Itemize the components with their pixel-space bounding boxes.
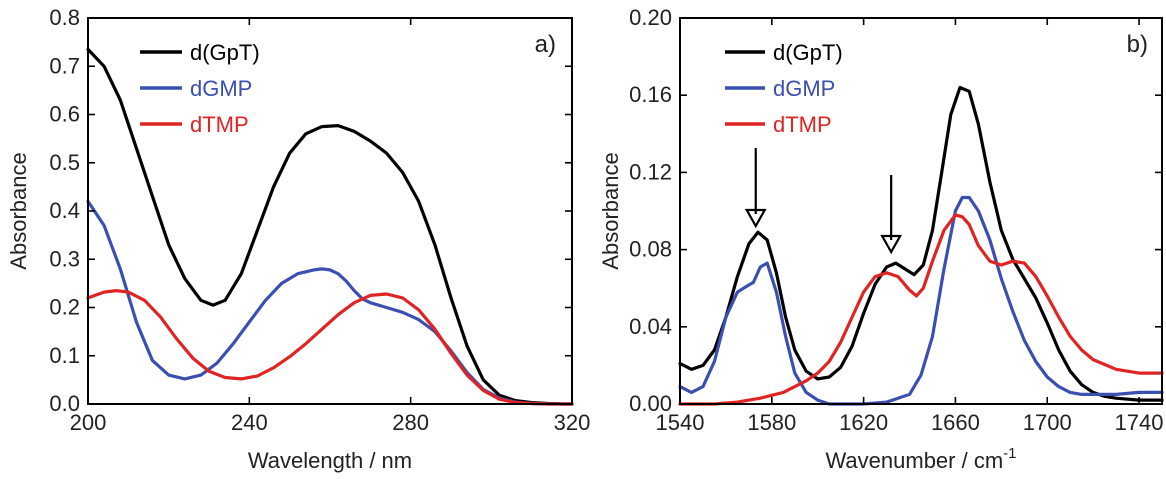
legend-label: d(GpT) [190,40,260,65]
panel-a: 200 240 280 320 0.0 0.1 0.2 0.3 0.4 0.5 0.6 0.7 0.8 W… [6,5,590,473]
y-tick-label: 0.12 [629,159,672,184]
y-tick-label: 0.5 [49,150,80,175]
series-line-dtmp [86,289,574,406]
y-tick-label: 0.7 [49,53,80,78]
plot-frame [679,17,1163,405]
x-axis-label-text: Wavenumber / cm [825,448,1003,473]
y-axis-label: Absorbance [598,152,623,269]
y-tick-label: 0.04 [629,314,672,339]
plot-frame [87,17,573,405]
x-tick-label: 1700 [1023,410,1072,435]
x-tick-label: 1740 [1115,410,1164,435]
y-tick-label: 0.3 [49,246,80,271]
y-tick-label: 0.00 [629,391,672,416]
x-axis-label: Wavelength / nm [248,448,412,473]
legend-label: dGMP [190,76,252,101]
series-line-dgmp [678,195,1164,406]
panel-label: b) [1127,31,1148,58]
series-line-dgmp [86,199,574,406]
legend-label: d(GpT) [773,40,843,65]
panel-b: 1540 1580 1620 1660 1700 1740 0.00 0.04 0.08 0.12… [598,5,1164,473]
series-line-d-gpt- [678,85,1164,402]
annotation-arrow-head [880,234,903,255]
y-axis-label: Absorbance [6,152,31,269]
x-tick-label: 320 [554,410,591,435]
y-tick-label: 0.0 [49,391,80,416]
panel-label: a) [535,31,556,58]
x-axis-label-text: Wavelength / nm [248,448,412,473]
x-tick-label: 240 [231,410,268,435]
x-axis-label: Wavenumber / cm-1 [825,445,1016,473]
legend-label: dTMP [190,112,249,137]
x-axis-label-superscript: -1 [1003,445,1016,462]
series-line-d-gpt- [86,47,574,406]
y-tick-label: 0.08 [629,237,672,262]
y-tick-label: 0.2 [49,295,80,320]
x-tick-label: 1620 [839,410,888,435]
annotation-arrow-head [744,208,767,229]
x-tick-label: 1580 [747,410,796,435]
legend-label: dTMP [773,112,832,137]
y-tick-label: 0.1 [49,343,80,368]
y-tick-label: 0.6 [49,102,80,127]
y-tick-label: 0.8 [49,5,80,30]
y-tick-label: 0.16 [629,82,672,107]
y-tick-label: 0.20 [629,5,672,30]
x-tick-label: 280 [392,410,429,435]
x-tick-label: 1540 [656,410,705,435]
x-tick-label: 1660 [931,410,980,435]
legend-label: dGMP [773,76,835,101]
x-tick-label: 200 [70,410,107,435]
y-tick-label: 0.4 [49,198,80,223]
series-line-dtmp [678,213,1164,406]
